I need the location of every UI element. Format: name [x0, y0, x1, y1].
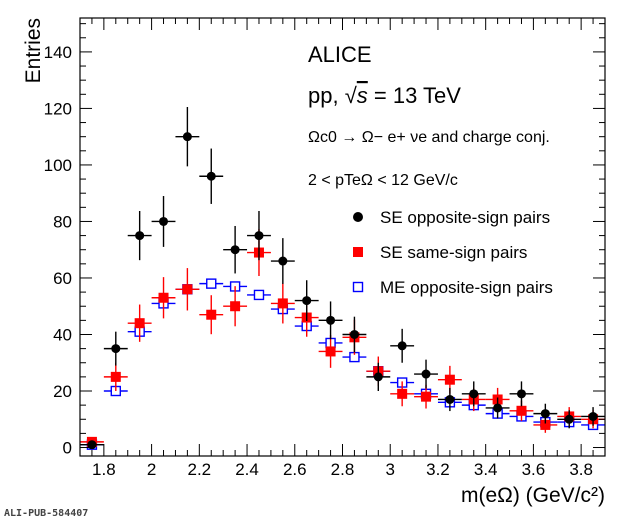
data-point-se-same: [444, 374, 455, 385]
experiment-label: ALICE: [308, 42, 372, 67]
x-tick-label: 2.4: [235, 460, 259, 479]
data-point-se-same: [540, 419, 551, 430]
data-point-se-same: [421, 391, 432, 402]
y-axis-title: Entries: [22, 18, 45, 83]
data-layer: [80, 107, 605, 450]
data-point-se-opposite: [564, 414, 574, 424]
data-point-me-opposite: [206, 278, 217, 289]
data-point-se-opposite: [397, 341, 407, 351]
legend-marker-se-opposite: [353, 212, 363, 222]
data-point-se-opposite: [278, 256, 288, 266]
data-point-se-opposite: [87, 440, 97, 450]
publication-id: ALI-PUB-584407: [4, 508, 89, 519]
x-tick-label: 3.2: [426, 460, 450, 479]
data-point-se-same: [325, 346, 336, 357]
legend-marker-se-same: [353, 247, 363, 257]
system-energy: = 13 TeV: [368, 83, 461, 108]
y-tick-label: 40: [53, 325, 72, 344]
data-point-se-opposite: [230, 245, 240, 255]
data-point-se-opposite: [254, 231, 264, 241]
data-point-se-opposite: [540, 409, 550, 419]
axes-layer: 1.8 2 2.2 2.4 2.6 2.8 3 3.2 3.4 3.6 3.8 0 20 40 60 80 10…: [44, 17, 606, 479]
data-point-se-same: [158, 292, 169, 303]
data-point-se-opposite: [349, 329, 359, 339]
data-point-se-opposite: [421, 369, 431, 379]
data-point-se-opposite: [159, 216, 169, 226]
y-tick-label: 80: [53, 212, 72, 231]
data-point-se-opposite: [469, 389, 479, 399]
system-s: s: [357, 83, 368, 108]
decay-channel-label: Ωc0 → Ω− e+ νe and charge conj.: [308, 129, 550, 146]
data-point-se-opposite: [182, 132, 192, 142]
x-tick-label: 3.6: [522, 460, 546, 479]
data-point-se-opposite: [111, 344, 121, 354]
legend-marker-me-opposite: [352, 281, 364, 293]
data-point-se-opposite: [302, 296, 312, 306]
y-tick-label: 140: [44, 43, 72, 62]
data-point-se-same: [516, 405, 527, 416]
legend-label-se-same: SE same-sign pairs: [380, 243, 527, 262]
legend: SE opposite-sign pairs SE same-sign pair…: [352, 208, 553, 297]
y-tick-label: 100: [44, 156, 72, 175]
x-tick-label: 3.8: [569, 460, 593, 479]
data-point-se-opposite: [493, 403, 503, 413]
x-tick-label: 3: [385, 460, 394, 479]
data-point-se-same: [397, 388, 408, 399]
data-point-se-opposite: [373, 372, 383, 382]
data-point-se-same: [182, 284, 193, 295]
data-point-se-opposite: [516, 389, 526, 399]
system-sqrt: √: [345, 83, 358, 108]
legend-label-me-opposite: ME opposite-sign pairs: [380, 278, 553, 297]
y-tick-label: 0: [63, 439, 72, 458]
data-point-se-opposite: [135, 231, 145, 241]
data-point-se-opposite: [445, 394, 455, 404]
system-label: pp, √s = 13 TeV: [308, 83, 461, 108]
data-point-me-opposite: [253, 289, 265, 301]
data-point-se-opposite: [206, 171, 216, 181]
x-axis-title: m(eΩ) (GeV/c²): [461, 484, 605, 507]
x-tick-label: 2.8: [331, 460, 355, 479]
x-tick-label: 1.8: [92, 460, 116, 479]
y-tick-label: 60: [53, 269, 72, 288]
legend-label-se-opposite: SE opposite-sign pairs: [380, 208, 550, 227]
data-point-se-same: [277, 298, 288, 309]
data-point-se-same: [206, 309, 217, 320]
y-tick-label: 120: [44, 99, 72, 118]
pt-range-label: 2 < pTeΩ < 12 GeV/c: [308, 172, 458, 189]
x-tick-label: 2.2: [187, 460, 211, 479]
data-point-se-opposite: [326, 315, 336, 325]
x-tick-label: 2.6: [283, 460, 307, 479]
system-prefix: pp,: [308, 83, 345, 108]
x-tick-label: 2: [147, 460, 156, 479]
y-tick-label: 20: [53, 382, 72, 401]
x-tick-label: 3.4: [474, 460, 498, 479]
data-point-se-same: [110, 371, 121, 382]
data-point-se-opposite: [588, 411, 598, 421]
data-point-se-same: [134, 318, 145, 329]
data-point-se-same: [230, 301, 241, 312]
